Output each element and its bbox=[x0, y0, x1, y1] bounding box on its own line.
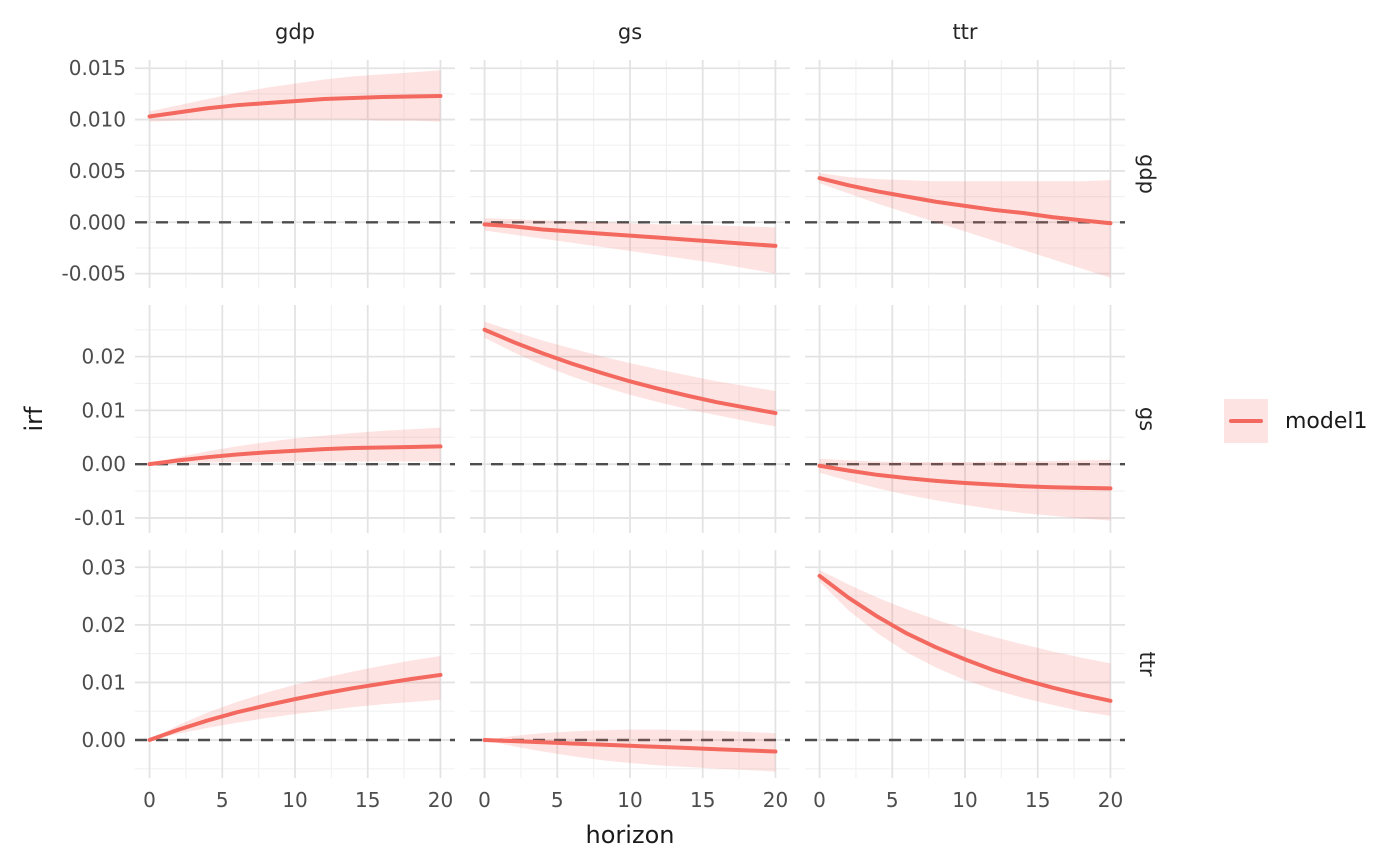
irf-line bbox=[482, 327, 778, 416]
x-tick-label: 10 bbox=[617, 788, 642, 812]
panel-gs-gdp bbox=[470, 60, 790, 288]
x-tick-label: 15 bbox=[1025, 788, 1050, 812]
facet-col-label-ttr: ttr bbox=[952, 20, 978, 44]
y-tick-label: 0.01 bbox=[81, 398, 126, 422]
y-tick-label: 0.01 bbox=[81, 670, 126, 694]
y-tick-label: 0.03 bbox=[81, 555, 126, 579]
irf-line bbox=[147, 444, 443, 467]
legend-label: model1 bbox=[1285, 408, 1368, 434]
x-tick-label: 10 bbox=[952, 788, 977, 812]
confidence-ribbon bbox=[484, 729, 776, 772]
panel-gs-gs bbox=[470, 305, 790, 533]
irf-line bbox=[147, 672, 443, 742]
y-tick-label: 0.000 bbox=[69, 210, 126, 234]
irf-line bbox=[817, 463, 1113, 491]
facet-row-label-ttr: ttr bbox=[1135, 651, 1159, 677]
x-axis-title: horizon bbox=[585, 821, 675, 849]
legend-key-line-icon bbox=[1228, 419, 1264, 423]
y-tick-label: 0.02 bbox=[81, 345, 126, 369]
y-axis-title: irf bbox=[20, 406, 48, 432]
x-tick-label: 20 bbox=[763, 788, 788, 812]
panel-ttr-ttr bbox=[805, 550, 1125, 778]
x-tick-label: 0 bbox=[813, 788, 826, 812]
y-tick-label: 0.02 bbox=[81, 613, 126, 637]
facet-row-label-gs: gs bbox=[1135, 406, 1159, 432]
legend: model1 bbox=[1224, 399, 1368, 443]
x-tick-label: 15 bbox=[355, 788, 380, 812]
y-tick-label: -0.005 bbox=[62, 262, 126, 286]
irf-line bbox=[482, 738, 778, 754]
irf-line bbox=[482, 222, 778, 248]
irf-line bbox=[147, 93, 443, 119]
y-tick-label: 0.00 bbox=[81, 452, 126, 476]
panel-ttr-gdp bbox=[805, 60, 1125, 288]
panel-ttr-gs bbox=[805, 305, 1125, 533]
facet-col-label-gs: gs bbox=[617, 20, 643, 44]
panel-gs-ttr bbox=[470, 550, 790, 778]
panel-gdp-gs bbox=[135, 305, 455, 533]
panel-gdp-gdp bbox=[135, 60, 455, 288]
x-tick-label: 5 bbox=[551, 788, 564, 812]
y-tick-label: 0.00 bbox=[81, 728, 126, 752]
confidence-ribbon bbox=[819, 570, 1111, 716]
x-tick-label: 5 bbox=[886, 788, 899, 812]
legend-key-swatch bbox=[1224, 399, 1268, 443]
y-tick-label: -0.01 bbox=[74, 506, 126, 530]
x-tick-label: 0 bbox=[143, 788, 156, 812]
confidence-ribbon bbox=[819, 458, 1111, 521]
y-tick-label: 0.005 bbox=[69, 159, 126, 183]
x-tick-label: 20 bbox=[428, 788, 453, 812]
irf-line bbox=[817, 176, 1113, 226]
x-tick-label: 5 bbox=[216, 788, 229, 812]
facet-row-label-gdp: gdp bbox=[1135, 154, 1159, 194]
confidence-ribbon bbox=[819, 172, 1111, 278]
panel-gdp-ttr bbox=[135, 550, 455, 778]
facet-col-label-gdp: gdp bbox=[275, 20, 315, 44]
confidence-ribbon bbox=[149, 70, 441, 122]
x-tick-label: 0 bbox=[478, 788, 491, 812]
y-tick-label: 0.010 bbox=[69, 108, 126, 132]
x-tick-label: 15 bbox=[690, 788, 715, 812]
x-tick-label: 10 bbox=[282, 788, 307, 812]
y-tick-label: 0.015 bbox=[69, 56, 126, 80]
x-tick-label: 20 bbox=[1098, 788, 1123, 812]
irf-line bbox=[817, 573, 1113, 703]
